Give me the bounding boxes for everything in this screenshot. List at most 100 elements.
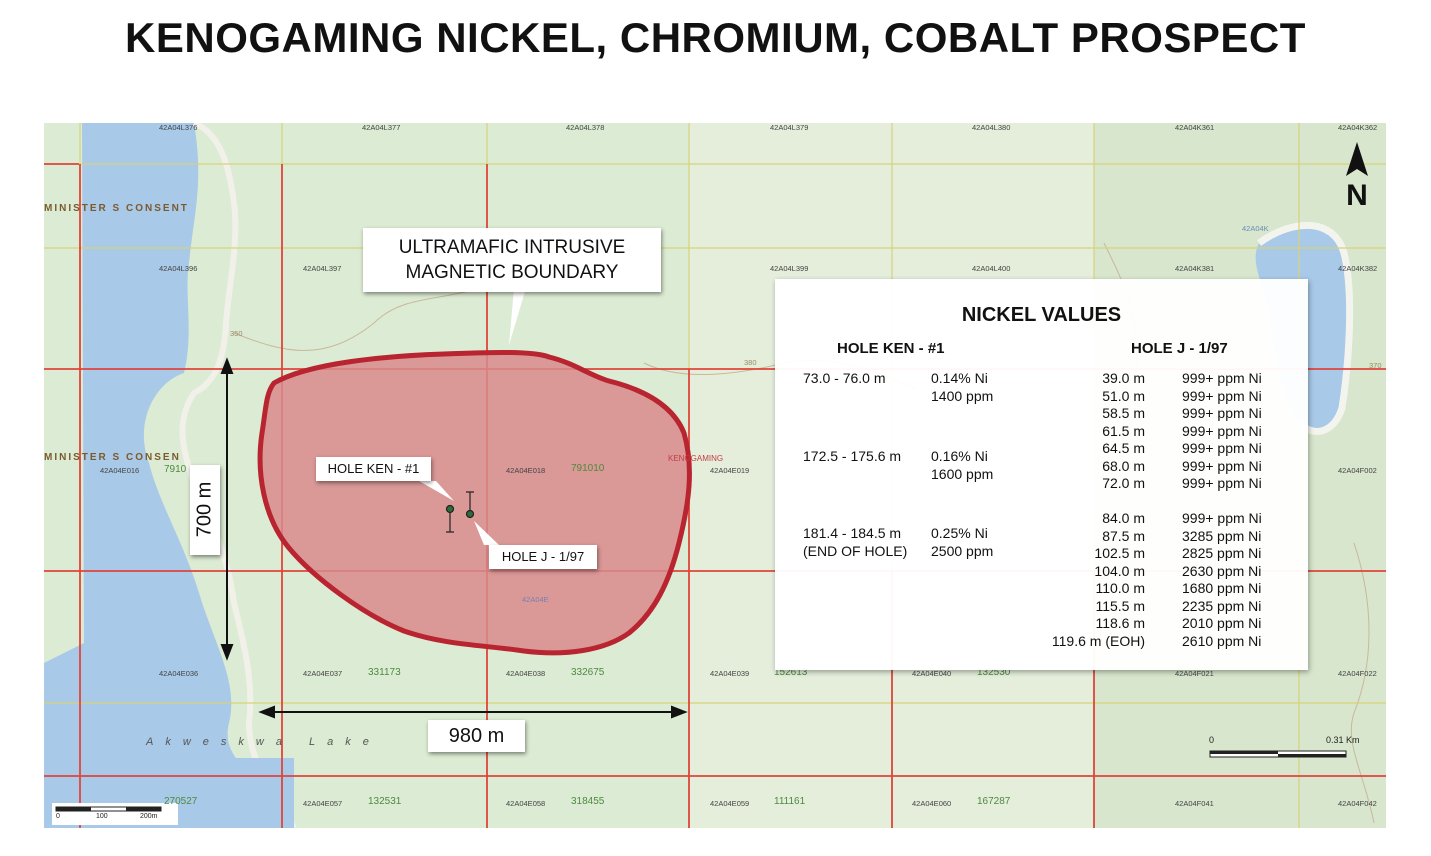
j-value: 999+ ppm Ni (1182, 422, 1262, 439)
claim-label: 42A04F041 (1175, 799, 1214, 808)
j-depth: 104.0 m (1094, 562, 1145, 579)
scale-box-left (52, 803, 178, 825)
j-depth: 58.5 m (1102, 405, 1145, 421)
claim-label: 42A04E038 (506, 669, 546, 678)
j-value: 999+ ppm Ni (1182, 370, 1262, 386)
height-dimension-text: 700 m (193, 481, 216, 538)
claim-number: 318455 (571, 796, 605, 807)
ken-note: (END OF HOLE) (803, 542, 908, 559)
j-value: 2630 ppm Ni (1182, 562, 1262, 579)
j-value: 2610 ppm Ni (1182, 632, 1262, 649)
claim-label: 42A04E037 (303, 669, 343, 678)
j-value: 3285 ppm Ni (1182, 527, 1262, 544)
claim-label: 42A04L400 (972, 264, 1011, 273)
callout-line: ULTRAMAFIC INTRUSIVE (398, 237, 626, 258)
ministers-consent-label: MINISTER S CONSEN (44, 452, 181, 463)
hole-j-pointer (474, 521, 499, 545)
scale-label: 200m (140, 813, 158, 820)
j-depth: 68.0 m (1102, 457, 1145, 474)
j-depth: 115.5 m (1095, 597, 1145, 614)
boundary-pointer (509, 288, 526, 345)
claim-label: 42A04E059 (710, 799, 750, 808)
claim-label: 42A04L396 (159, 264, 198, 273)
claim-label: 42A04E058 (506, 799, 546, 808)
j-depth: 118.6 m (1095, 615, 1145, 631)
claim-label: 42A04E040 (912, 669, 952, 678)
claim-label: 42A04E018 (506, 466, 546, 475)
claim-label: 42A04L397 (303, 264, 342, 273)
contour-label: 380 (744, 358, 757, 367)
ken-percent: 0.25% Ni (931, 525, 988, 541)
scale-label: 0 (1209, 735, 1215, 745)
j-depth: 119.6 m (EOH) (1051, 632, 1145, 649)
height-dimension-label: 700 m (190, 465, 220, 555)
ken-interval: 73.0 - 76.0 m (803, 370, 886, 386)
hole-j-header: HOLE J - 1/97 (1131, 340, 1228, 357)
claim-label: 42A04F002 (1338, 466, 1377, 475)
lake-name-label: Akweskwa Lake (146, 736, 381, 748)
scale-label: 0 (56, 813, 60, 820)
j-depth: 64.5 m (1102, 440, 1145, 456)
claim-number: 331173 (368, 667, 401, 678)
claim-label: 42A04E057 (303, 799, 343, 808)
drill-hole-j (465, 491, 475, 519)
ken-ppm: 1600 ppm (931, 465, 994, 482)
claim-label: 42A04L378 (566, 123, 605, 132)
claim-label: 42A04L399 (770, 264, 809, 273)
j-depth: 102.5 m (1094, 545, 1145, 561)
claim-label: 42A04L377 (362, 123, 401, 132)
j-value: 999+ ppm Ni (1182, 440, 1262, 456)
claim-label: 42A04K361 (1175, 123, 1215, 132)
hole-ken-callout: HOLE KEN - #1 (316, 457, 431, 481)
claim-label: 42A04E039 (710, 669, 750, 678)
j-value: 999+ ppm Ni (1182, 510, 1262, 526)
claim-number: 132531 (368, 796, 402, 807)
claim-label: 42A04K381 (1175, 264, 1215, 273)
map-title: KENOGAMING NICKEL, CHROMIUM, COBALT PROS… (125, 14, 1306, 61)
hole-j-callout: HOLE J - 1/97 (489, 545, 597, 569)
ken-interval: 172.5 - 175.6 m (803, 448, 902, 464)
width-dimension-label: 980 m (428, 720, 525, 752)
drill-hole-ken (445, 504, 455, 533)
hole-ken-pointer (419, 481, 454, 501)
callout-line: MAGNETIC BOUNDARY (405, 262, 619, 283)
township-label: 42A04E (522, 595, 549, 604)
j-depth: 61.5 m (1102, 422, 1145, 439)
claim-number: 167287 (977, 796, 1011, 807)
j-depth: 87.5 m (1102, 527, 1145, 544)
claim-label: 42A04L376 (159, 123, 198, 132)
claim-label: 42A04F042 (1338, 799, 1377, 808)
claim-number: 111161 (774, 796, 806, 807)
north-arrow-icon (1346, 142, 1368, 176)
j-value: 999+ ppm Ni (1182, 387, 1262, 404)
claim-label: 42A04L380 (972, 123, 1011, 132)
claim-number: 152613 (774, 667, 808, 678)
j-value: 2010 ppm Ni (1182, 615, 1262, 631)
ken-ppm: 1400 ppm (931, 387, 994, 404)
scale-label: 100 (96, 813, 108, 820)
north-label: N (1346, 179, 1368, 212)
j-depth: 110.0 m (1095, 580, 1145, 596)
claim-number: 132530 (977, 667, 1011, 678)
j-value: 999+ ppm Ni (1182, 457, 1262, 474)
intrusive-boundary-callout: ULTRAMAFIC INTRUSIVE MAGNETIC BOUNDARY (363, 228, 661, 292)
j-depth: 72.0 m (1102, 475, 1145, 491)
contour-label: 350 (230, 329, 243, 338)
hole-ken-header: HOLE KEN - #1 (837, 340, 945, 357)
j-depth: 84.0 m (1102, 510, 1145, 526)
claim-number: 332675 (571, 667, 605, 678)
claim-label: 42A04F022 (1338, 669, 1377, 678)
claim-label: 42A04E060 (912, 799, 952, 808)
west-lake (44, 123, 284, 828)
north-arrow: N (1344, 142, 1370, 213)
ken-percent: 0.16% Ni (931, 448, 988, 464)
j-depth: 51.0 m (1102, 387, 1145, 404)
claim-label: 42A04K382 (1338, 264, 1378, 273)
dimension-arrows (220, 357, 688, 719)
claim-label: 42A04E036 (159, 669, 199, 678)
claim-number: 270527 (164, 796, 198, 807)
township-label: 42A04K (1242, 224, 1269, 233)
claim-number: 7910 (164, 464, 187, 475)
claim-number: 791010 (571, 463, 605, 474)
ken-ppm: 2500 ppm (931, 542, 994, 559)
